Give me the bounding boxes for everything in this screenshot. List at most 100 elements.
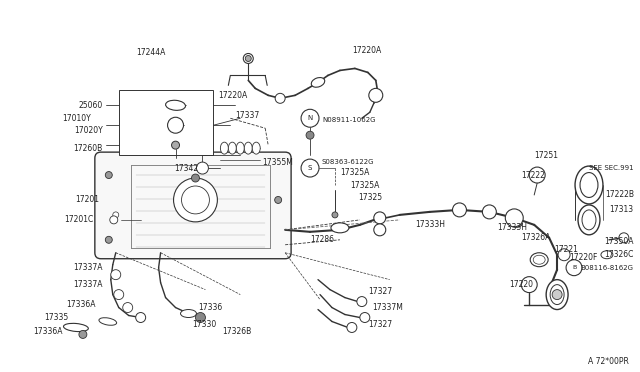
Circle shape: [506, 209, 524, 227]
Circle shape: [182, 186, 209, 214]
Circle shape: [106, 236, 112, 243]
Text: 17244A: 17244A: [136, 48, 166, 57]
Circle shape: [245, 55, 252, 61]
Text: N: N: [307, 115, 313, 121]
Circle shape: [275, 93, 285, 103]
Text: 17326A: 17326A: [521, 233, 550, 242]
Text: 17201: 17201: [75, 195, 99, 205]
Text: 17350A: 17350A: [604, 237, 634, 246]
Circle shape: [196, 162, 209, 174]
Ellipse shape: [311, 77, 324, 87]
Ellipse shape: [252, 142, 260, 154]
Text: 17333H: 17333H: [415, 220, 445, 230]
Text: 17326C: 17326C: [604, 250, 634, 259]
Ellipse shape: [166, 100, 186, 110]
Circle shape: [483, 205, 497, 219]
Text: 17337A: 17337A: [74, 280, 103, 289]
Text: 17020Y: 17020Y: [74, 126, 103, 135]
Circle shape: [114, 290, 124, 299]
Circle shape: [110, 216, 118, 224]
Circle shape: [168, 117, 184, 133]
Text: 17220F: 17220F: [569, 253, 598, 262]
FancyBboxPatch shape: [95, 152, 291, 259]
Text: A 72*00PR: A 72*00PR: [588, 357, 629, 366]
Circle shape: [360, 312, 370, 323]
Ellipse shape: [580, 173, 598, 198]
Circle shape: [243, 54, 253, 64]
Text: 17336A: 17336A: [33, 327, 63, 336]
Circle shape: [172, 141, 180, 149]
Text: S: S: [308, 165, 312, 171]
Circle shape: [79, 330, 87, 339]
Circle shape: [275, 196, 282, 203]
Text: 17220A: 17220A: [352, 46, 381, 55]
Ellipse shape: [180, 310, 196, 318]
Ellipse shape: [244, 142, 252, 154]
Text: 17010Y: 17010Y: [62, 114, 91, 123]
Circle shape: [106, 171, 112, 179]
Text: N08911-1062G: N08911-1062G: [322, 117, 376, 123]
Text: 17260B: 17260B: [74, 144, 103, 153]
Text: S08363-6122G: S08363-6122G: [322, 159, 374, 165]
Text: 17337M: 17337M: [372, 303, 403, 312]
Ellipse shape: [63, 323, 88, 331]
Circle shape: [113, 212, 119, 218]
Ellipse shape: [331, 223, 349, 233]
Circle shape: [452, 203, 467, 217]
Circle shape: [191, 174, 200, 182]
Text: 17355M: 17355M: [262, 158, 293, 167]
Circle shape: [301, 159, 319, 177]
Ellipse shape: [507, 217, 522, 227]
Text: 17342: 17342: [174, 164, 198, 173]
Text: 17336: 17336: [198, 303, 223, 312]
Text: 17222B: 17222B: [605, 190, 634, 199]
Ellipse shape: [530, 253, 548, 267]
Text: 25060: 25060: [79, 101, 103, 110]
Circle shape: [111, 270, 121, 280]
Circle shape: [301, 109, 319, 127]
Circle shape: [195, 312, 205, 323]
Circle shape: [369, 89, 383, 102]
Ellipse shape: [582, 210, 596, 230]
Text: 17251: 17251: [534, 151, 558, 160]
Ellipse shape: [546, 280, 568, 310]
Circle shape: [529, 167, 545, 183]
Bar: [119, 90, 213, 155]
Text: 17326B: 17326B: [222, 327, 252, 336]
Ellipse shape: [99, 318, 116, 325]
Circle shape: [173, 178, 218, 222]
Ellipse shape: [228, 142, 236, 154]
Circle shape: [306, 131, 314, 139]
Ellipse shape: [575, 166, 603, 204]
Text: 17336A: 17336A: [67, 300, 96, 309]
Text: 17222: 17222: [521, 170, 545, 180]
Text: 17325A: 17325A: [340, 167, 369, 177]
Circle shape: [566, 260, 582, 276]
Text: 17337A: 17337A: [74, 263, 103, 272]
Circle shape: [374, 212, 386, 224]
Text: 17325A: 17325A: [350, 180, 380, 189]
Circle shape: [552, 290, 562, 299]
Text: 17330: 17330: [193, 320, 217, 329]
Circle shape: [558, 249, 570, 261]
Ellipse shape: [578, 205, 600, 235]
Circle shape: [347, 323, 357, 333]
Ellipse shape: [220, 142, 228, 154]
Ellipse shape: [550, 285, 564, 305]
Text: 17327: 17327: [368, 287, 392, 296]
Circle shape: [521, 277, 537, 293]
Text: 17335: 17335: [45, 313, 69, 322]
Text: 17325: 17325: [358, 193, 382, 202]
Text: 17220: 17220: [509, 280, 533, 289]
Text: B: B: [572, 265, 576, 270]
Text: 17337: 17337: [236, 111, 260, 120]
Text: 17327: 17327: [368, 320, 392, 329]
Circle shape: [619, 233, 629, 243]
Ellipse shape: [601, 251, 613, 259]
Text: 17221: 17221: [554, 245, 578, 254]
Text: 17201C: 17201C: [65, 215, 94, 224]
Circle shape: [123, 302, 132, 312]
Circle shape: [374, 224, 386, 236]
Text: SEE SEC.991: SEE SEC.991: [589, 165, 634, 171]
Text: 17286: 17286: [310, 235, 334, 244]
